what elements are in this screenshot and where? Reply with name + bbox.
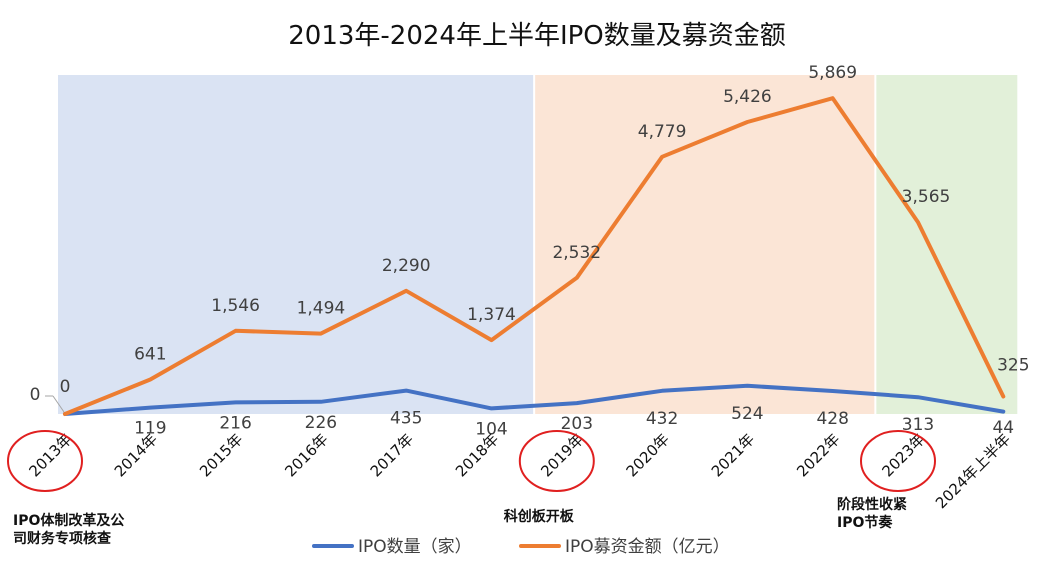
data-label-ipo-amount: 325 xyxy=(997,356,1029,376)
data-label-ipo-count: 428 xyxy=(816,409,848,429)
data-label-ipo-count: 119 xyxy=(134,419,166,439)
data-label-ipo-amount: 1,494 xyxy=(297,299,346,319)
data-label-ipo-amount: 641 xyxy=(134,345,166,365)
x-tick-label: 2020年 xyxy=(623,430,673,480)
x-tick-label: 2017年 xyxy=(367,430,417,480)
phase-bands xyxy=(58,75,1018,414)
data-label-ipo-count: 524 xyxy=(731,404,763,424)
phase-band-3 xyxy=(875,75,1018,414)
data-label-ipo-amount: 1,374 xyxy=(467,305,516,325)
data-label-ipo-amount: 0 xyxy=(60,377,71,397)
data-label-ipo-count: 203 xyxy=(561,414,593,434)
data-label-ipo-count: 216 xyxy=(219,413,251,433)
highlight-circle xyxy=(518,430,595,492)
data-label-ipo-count: 104 xyxy=(475,419,507,439)
data-label-ipo-count: 0 xyxy=(30,385,41,405)
highlight-circle xyxy=(7,430,83,492)
series-lines xyxy=(63,96,1006,416)
data-label-ipo-amount: 3,565 xyxy=(902,187,951,207)
annotation-text: IPO体制改革及公 xyxy=(13,512,124,529)
chart-title: 2013年-2024年上半年IPO数量及募资金额 xyxy=(288,21,786,51)
phase-band-1 xyxy=(58,75,535,414)
x-tick-label: 2021年 xyxy=(708,430,758,480)
x-tick-label: 2015年 xyxy=(196,430,246,480)
series-line-ipo-amount xyxy=(63,96,1006,416)
data-label-ipo-count: 435 xyxy=(390,409,422,429)
x-tick-label: 2022年 xyxy=(793,430,843,480)
highlight-circles xyxy=(7,430,936,492)
annotation-text: 科创板开板 xyxy=(504,508,575,525)
data-label-ipo-amount: 2,532 xyxy=(552,243,601,263)
data-label-ipo-amount: 4,779 xyxy=(638,122,687,142)
data-label-ipo-amount: 1,546 xyxy=(211,296,260,316)
phase-band-2 xyxy=(534,75,876,414)
data-label-leader xyxy=(52,395,65,413)
legend-label: IPO募资金额（亿元） xyxy=(565,537,730,557)
data-labels: 119 216 226 435 104 203 432 524 428 313 44 641 1,546… xyxy=(30,63,1030,439)
series-line-ipo-count xyxy=(63,383,1006,416)
data-label-ipo-count: 44 xyxy=(992,418,1014,438)
data-label-ipo-count: 432 xyxy=(646,409,678,429)
x-tick-label: 2016年 xyxy=(281,430,331,480)
x-tick-label: 2024年上半年 xyxy=(932,430,1014,512)
annotation-text: IPO节奏 xyxy=(837,514,893,531)
data-label-ipo-count: 313 xyxy=(902,415,934,435)
annotation-text: 司财务专项核查 xyxy=(13,530,112,547)
legend-label: IPO数量（家） xyxy=(358,537,472,557)
data-label-ipo-count: 226 xyxy=(305,413,337,433)
data-label-ipo-amount: 2,290 xyxy=(382,256,431,276)
data-label-ipo-amount: 5,869 xyxy=(808,63,857,83)
annotation-text: 阶段性收紧 xyxy=(837,496,907,513)
legend: IPO数量（家） IPO募资金额（亿元） xyxy=(312,537,730,557)
data-label-ipo-amount: 5,426 xyxy=(723,87,772,107)
highlight-circle xyxy=(860,430,936,492)
